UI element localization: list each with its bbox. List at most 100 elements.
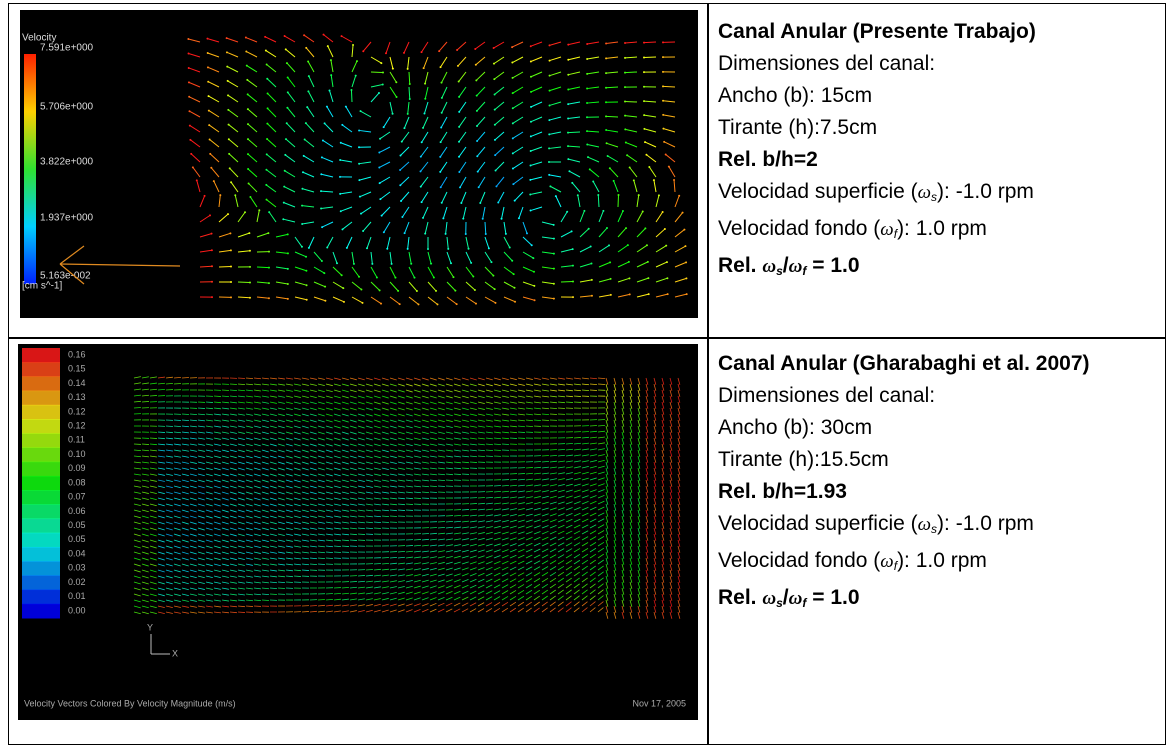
vector-head <box>568 170 570 172</box>
vector-head <box>249 196 251 198</box>
text: = 1.0 <box>806 586 859 609</box>
vector-head <box>440 66 442 68</box>
legend-label: 0.05 <box>68 534 86 544</box>
vector-head <box>512 152 514 154</box>
vector-head <box>567 44 569 46</box>
vector-head <box>512 168 514 170</box>
vector-head <box>493 47 495 49</box>
figure-caption: Velocity Vectors Colored By Velocity Mag… <box>24 698 236 708</box>
vector-head <box>512 92 514 94</box>
vector-head <box>663 141 665 143</box>
vector-head <box>341 228 343 230</box>
legend-label: 0.12 <box>68 421 86 431</box>
vector-arrow <box>142 401 149 402</box>
vector-head <box>571 182 573 184</box>
vector-head <box>492 275 494 277</box>
color-band <box>22 348 60 363</box>
color-band <box>22 547 60 562</box>
vector-head <box>266 78 268 80</box>
vector-head <box>588 228 590 230</box>
vector-head <box>286 62 288 64</box>
vector-head <box>323 34 325 36</box>
vector-head <box>330 74 332 76</box>
color-band <box>22 504 60 519</box>
vector-head <box>227 94 229 96</box>
vector-arrow <box>350 540 357 541</box>
vector-head <box>591 279 593 281</box>
vector-arrow <box>398 510 405 511</box>
vector-arrow <box>582 431 589 432</box>
vector-arrow <box>438 486 445 487</box>
vector-head <box>440 186 442 188</box>
vector-head <box>362 50 364 52</box>
vector-head <box>460 202 462 204</box>
vector-head <box>355 75 357 77</box>
vector-head <box>549 75 551 77</box>
symbol: ω <box>789 588 803 609</box>
vector-head <box>407 68 409 70</box>
vector-head <box>230 265 232 267</box>
vector-head <box>265 50 267 52</box>
vector-head <box>287 298 289 300</box>
text-line: Velocidad superficie (ωs): -1.0 rpm <box>718 508 1162 545</box>
vector-arrow <box>406 504 413 505</box>
vector-head <box>530 61 532 63</box>
vector-head <box>530 45 532 47</box>
vector-head <box>587 156 589 158</box>
vector-arrow <box>150 438 157 439</box>
vector-head <box>665 245 667 247</box>
vector-head <box>305 122 307 124</box>
vector-head <box>511 46 513 48</box>
vector-head <box>586 130 588 132</box>
vector-head <box>422 127 424 129</box>
vector-head <box>662 41 664 43</box>
vector-head <box>282 218 284 220</box>
vector-head <box>246 65 248 67</box>
vector-head <box>301 223 303 225</box>
vector-arrow <box>454 474 461 475</box>
vector-head <box>308 247 310 249</box>
vector-head <box>470 262 472 264</box>
vector-head <box>229 232 231 234</box>
text-line: Rel. b/h=2 <box>718 144 1162 176</box>
vector-head <box>305 256 307 258</box>
vector-head <box>646 244 648 246</box>
vector-head <box>399 169 401 171</box>
legend-label: 0.12 <box>68 406 86 416</box>
vector-head <box>530 106 532 108</box>
vector-head <box>356 60 358 62</box>
vector-head <box>549 185 551 187</box>
vector-head <box>245 37 247 39</box>
vector-head <box>629 293 631 295</box>
vector-arrow <box>371 72 383 73</box>
vector-head <box>590 246 592 248</box>
vector-arrow <box>358 575 365 576</box>
vector-head <box>440 141 442 143</box>
vector-head <box>494 124 496 126</box>
vector-head <box>633 179 635 181</box>
vector-head <box>653 179 655 181</box>
vector-head <box>248 232 250 234</box>
vector-arrow <box>568 132 580 133</box>
color-bar <box>22 348 60 619</box>
vector-head <box>624 115 626 117</box>
vector-head <box>662 211 664 213</box>
vector-head <box>514 301 516 303</box>
vector-head <box>644 141 646 143</box>
vector-head <box>583 210 585 212</box>
vector-head <box>301 205 303 207</box>
vector-head <box>422 217 424 219</box>
subscript: s <box>776 264 783 278</box>
axis-label: Y <box>147 622 153 632</box>
vector-head <box>392 113 394 115</box>
vector-head <box>625 227 627 229</box>
vector-head <box>441 82 443 84</box>
vector-head <box>532 257 534 259</box>
vector-head <box>380 303 382 305</box>
vector-arrow <box>470 503 477 504</box>
vector-head <box>341 124 343 126</box>
color-band <box>22 391 60 406</box>
vector-head <box>306 284 308 286</box>
vector-head <box>427 248 429 250</box>
vector-head <box>445 233 447 235</box>
